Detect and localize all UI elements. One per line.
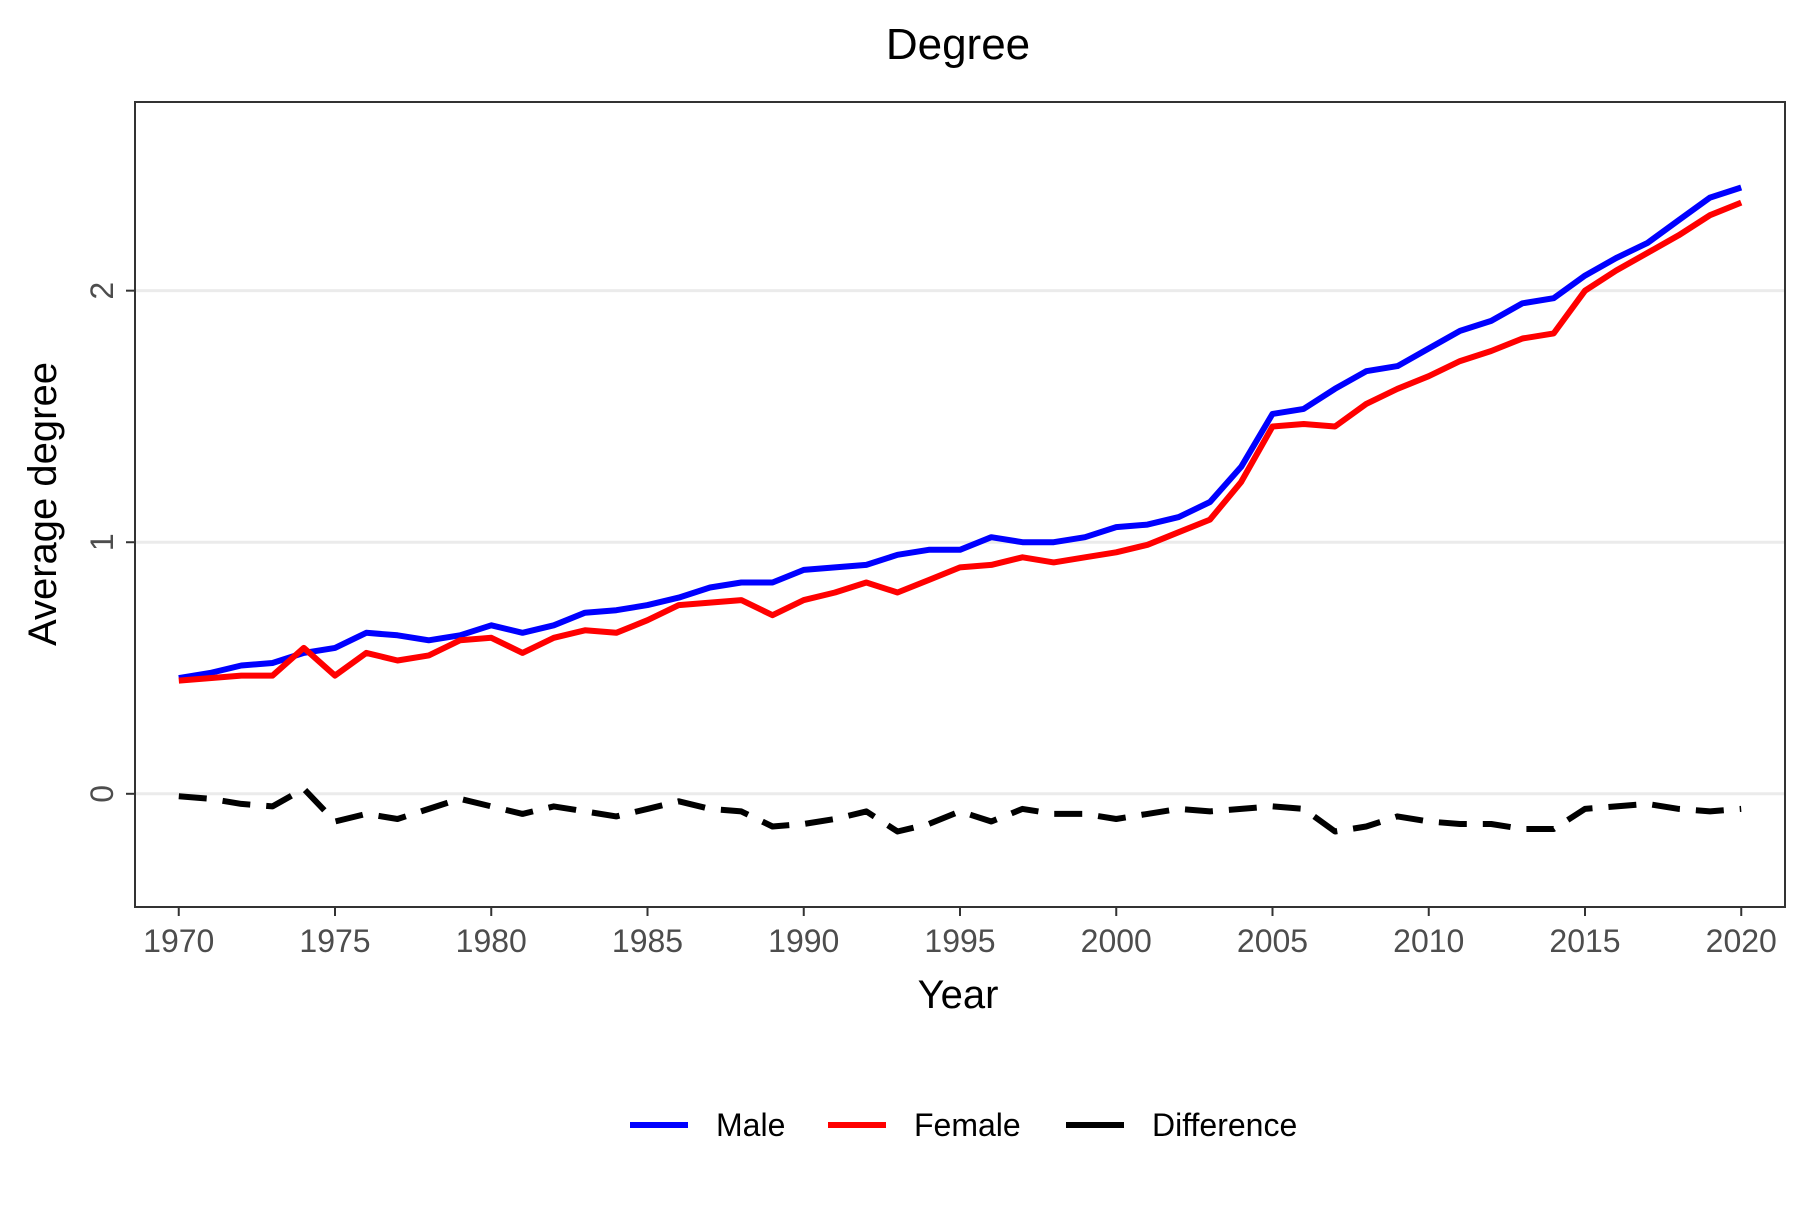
x-tick-label: 2015 [1549,923,1620,959]
x-tick-label: 2000 [1081,923,1152,959]
series-lines [178,184,1743,835]
x-tick-label: 2005 [1237,923,1308,959]
chart-title: Degree [886,20,1030,69]
x-tick-label: 1975 [299,923,370,959]
y-tick-label: 0 [84,785,120,803]
y-tick-label: 1 [84,533,120,551]
y-axis-label: Average degree [21,362,65,646]
legend: Male Female Difference [630,1107,1297,1143]
gridlines [135,289,1785,796]
x-tick-label: 1980 [456,923,527,959]
x-tick-label: 1995 [924,923,995,959]
y-axis: 0 1 2 [84,282,135,803]
x-axis: 1970 1975 1980 1985 1990 1995 2000 2005 2010 2015… [143,907,1777,959]
x-tick-label: 1985 [612,923,683,959]
legend-label-female: Female [914,1107,1021,1143]
x-axis-label: Year [918,973,999,1017]
series-line-male [178,184,1743,682]
series-line-female [178,199,1743,684]
legend-label-difference: Difference [1152,1107,1297,1143]
series-line-difference [178,785,1742,835]
plot-background [135,102,1785,907]
x-tick-label: 1990 [768,923,839,959]
x-tick-label: 1970 [143,923,214,959]
x-tick-label: 2010 [1393,923,1464,959]
legend-label-male: Male [716,1107,785,1143]
y-tick-label: 2 [84,282,120,300]
x-tick-label: 2020 [1706,923,1777,959]
